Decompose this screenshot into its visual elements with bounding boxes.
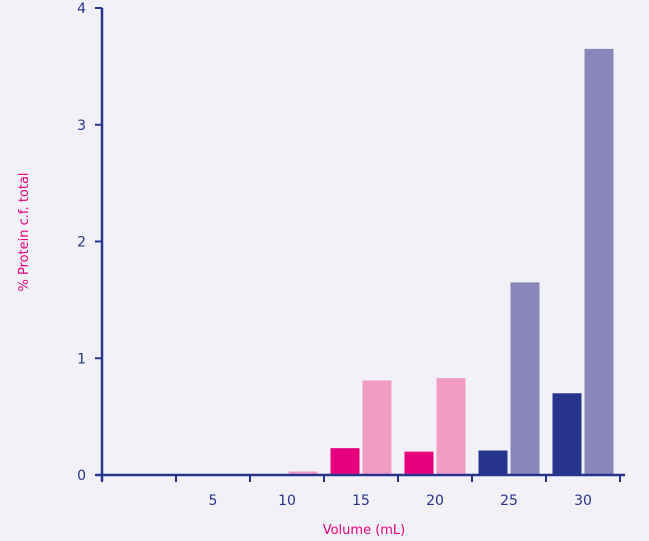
x-tick-label: 20 <box>426 493 444 509</box>
y-axis-title: % Protein c.f. total <box>17 172 32 291</box>
bars-group <box>288 48 614 476</box>
axes-group <box>96 8 625 481</box>
y-tick-label: 1 <box>77 351 86 367</box>
bar-30-series-1 <box>552 393 582 475</box>
y-tick-label: 0 <box>77 468 86 484</box>
y-tick-label: 2 <box>77 235 86 251</box>
x-tick-label: 30 <box>574 493 592 509</box>
y-tick-label: 4 <box>77 1 86 17</box>
bar-20-series-2 <box>436 378 466 475</box>
x-axis-title: Volume (mL) <box>323 523 406 538</box>
bar-30-series-2 <box>584 48 614 476</box>
bar-25-series-1 <box>478 450 508 475</box>
x-axis-ticks: 5 10 15 20 25 30 <box>101 475 621 509</box>
x-tick-label: 5 <box>209 493 218 509</box>
bar-15-series-2 <box>362 380 392 475</box>
bar-25-series-2 <box>510 282 540 475</box>
y-tick-label: 3 <box>77 118 86 134</box>
x-tick-label: 10 <box>278 493 296 509</box>
y-axis-ticks: 0 1 2 3 4 <box>77 1 102 484</box>
x-tick-label: 15 <box>352 493 370 509</box>
bar-20-series-1 <box>404 451 434 475</box>
bar-15-series-1 <box>330 448 360 475</box>
bar-10-series-2 <box>288 471 318 475</box>
x-tick-label: 25 <box>500 493 518 509</box>
